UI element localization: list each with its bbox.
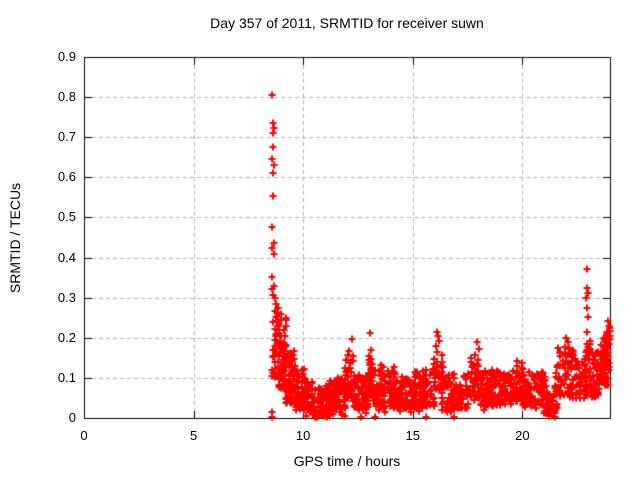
y-tick-label: 0.8 [57,89,76,105]
y-tick-label: 0.5 [57,209,76,225]
y-tick-label: 0.7 [57,129,76,145]
y-axis-label: SRMTID / TECUs [7,182,23,294]
x-axis-label: GPS time / hours [293,453,401,469]
y-tick-label: 0.6 [57,169,76,185]
y-tick-label: 0 [68,410,76,425]
x-tick-label: 10 [295,428,311,443]
y-tick-label: 0.3 [57,289,76,305]
x-tick-label: 0 [80,428,88,443]
chart-title: Day 357 of 2011, SRMTID for receiver suw… [210,15,484,31]
x-tick-label: 15 [405,428,420,443]
y-tick-label: 0.9 [57,49,76,64]
y-tick-label: 0.1 [57,369,76,385]
y-tick-label: 0.2 [57,329,76,345]
y-tick-label: 0.4 [57,249,76,265]
x-tick-label: 5 [189,428,198,443]
x-tick-label: 20 [515,428,530,443]
